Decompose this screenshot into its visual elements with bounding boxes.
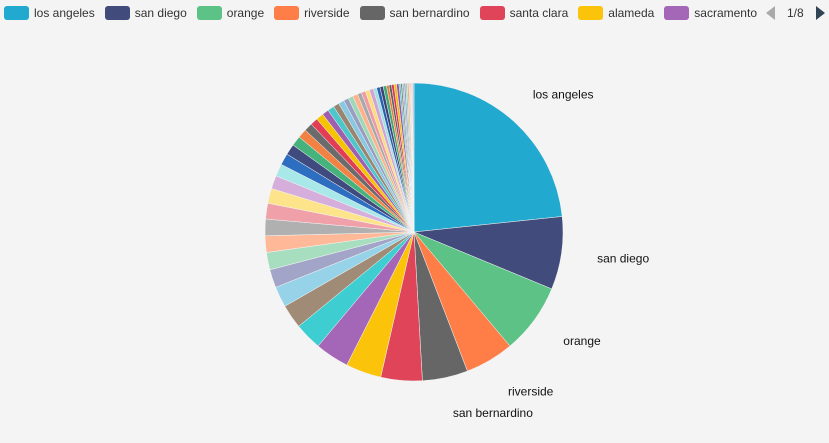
legend-label: san bernardino — [389, 6, 470, 20]
slice-label: san diego — [597, 252, 649, 266]
legend-label: orange — [226, 6, 265, 20]
slice-label: orange — [563, 334, 601, 348]
legend-items: los angeles san diego orange riverside san b… — [4, 4, 759, 22]
legend-swatch — [274, 6, 300, 20]
legend-label: san diego — [134, 6, 187, 20]
legend-swatch — [664, 6, 690, 20]
legend-label: riverside — [304, 6, 350, 20]
legend-item[interactable]: san diego — [104, 4, 187, 22]
legend-swatch — [4, 6, 29, 20]
legend-swatch — [479, 6, 505, 20]
legend-label: santa clara — [509, 6, 569, 20]
legend-swatch — [359, 6, 385, 20]
next-page-icon[interactable] — [815, 6, 825, 20]
legend-swatch — [196, 6, 222, 20]
legend: los angeles san diego orange riverside san b… — [0, 0, 829, 26]
slice-label: san bernardino — [453, 406, 533, 420]
legend-label: los angeles — [34, 6, 95, 20]
legend-item[interactable]: orange — [196, 4, 265, 22]
legend-swatch — [578, 6, 604, 20]
legend-page-indicator: 1/8 — [787, 6, 804, 20]
legend-label: alameda — [608, 6, 655, 20]
slice-label: riverside — [508, 384, 554, 398]
legend-item[interactable]: santa clara — [479, 4, 569, 22]
legend-label: sacramento — [694, 6, 757, 20]
pie-slice[interactable] — [413, 82, 563, 233]
legend-item[interactable]: sacramento — [664, 4, 757, 22]
legend-item[interactable]: riverside — [274, 4, 350, 22]
legend-swatch — [104, 6, 130, 20]
legend-item[interactable]: san bernardino — [359, 4, 470, 22]
legend-item[interactable]: alameda — [578, 4, 654, 22]
legend-item[interactable]: los angeles — [4, 4, 95, 22]
slice-label: los angeles — [533, 88, 594, 102]
pie-slice[interactable] — [412, 82, 415, 233]
legend-pager: 1/8 — [766, 4, 825, 22]
prev-page-icon[interactable] — [766, 6, 775, 20]
